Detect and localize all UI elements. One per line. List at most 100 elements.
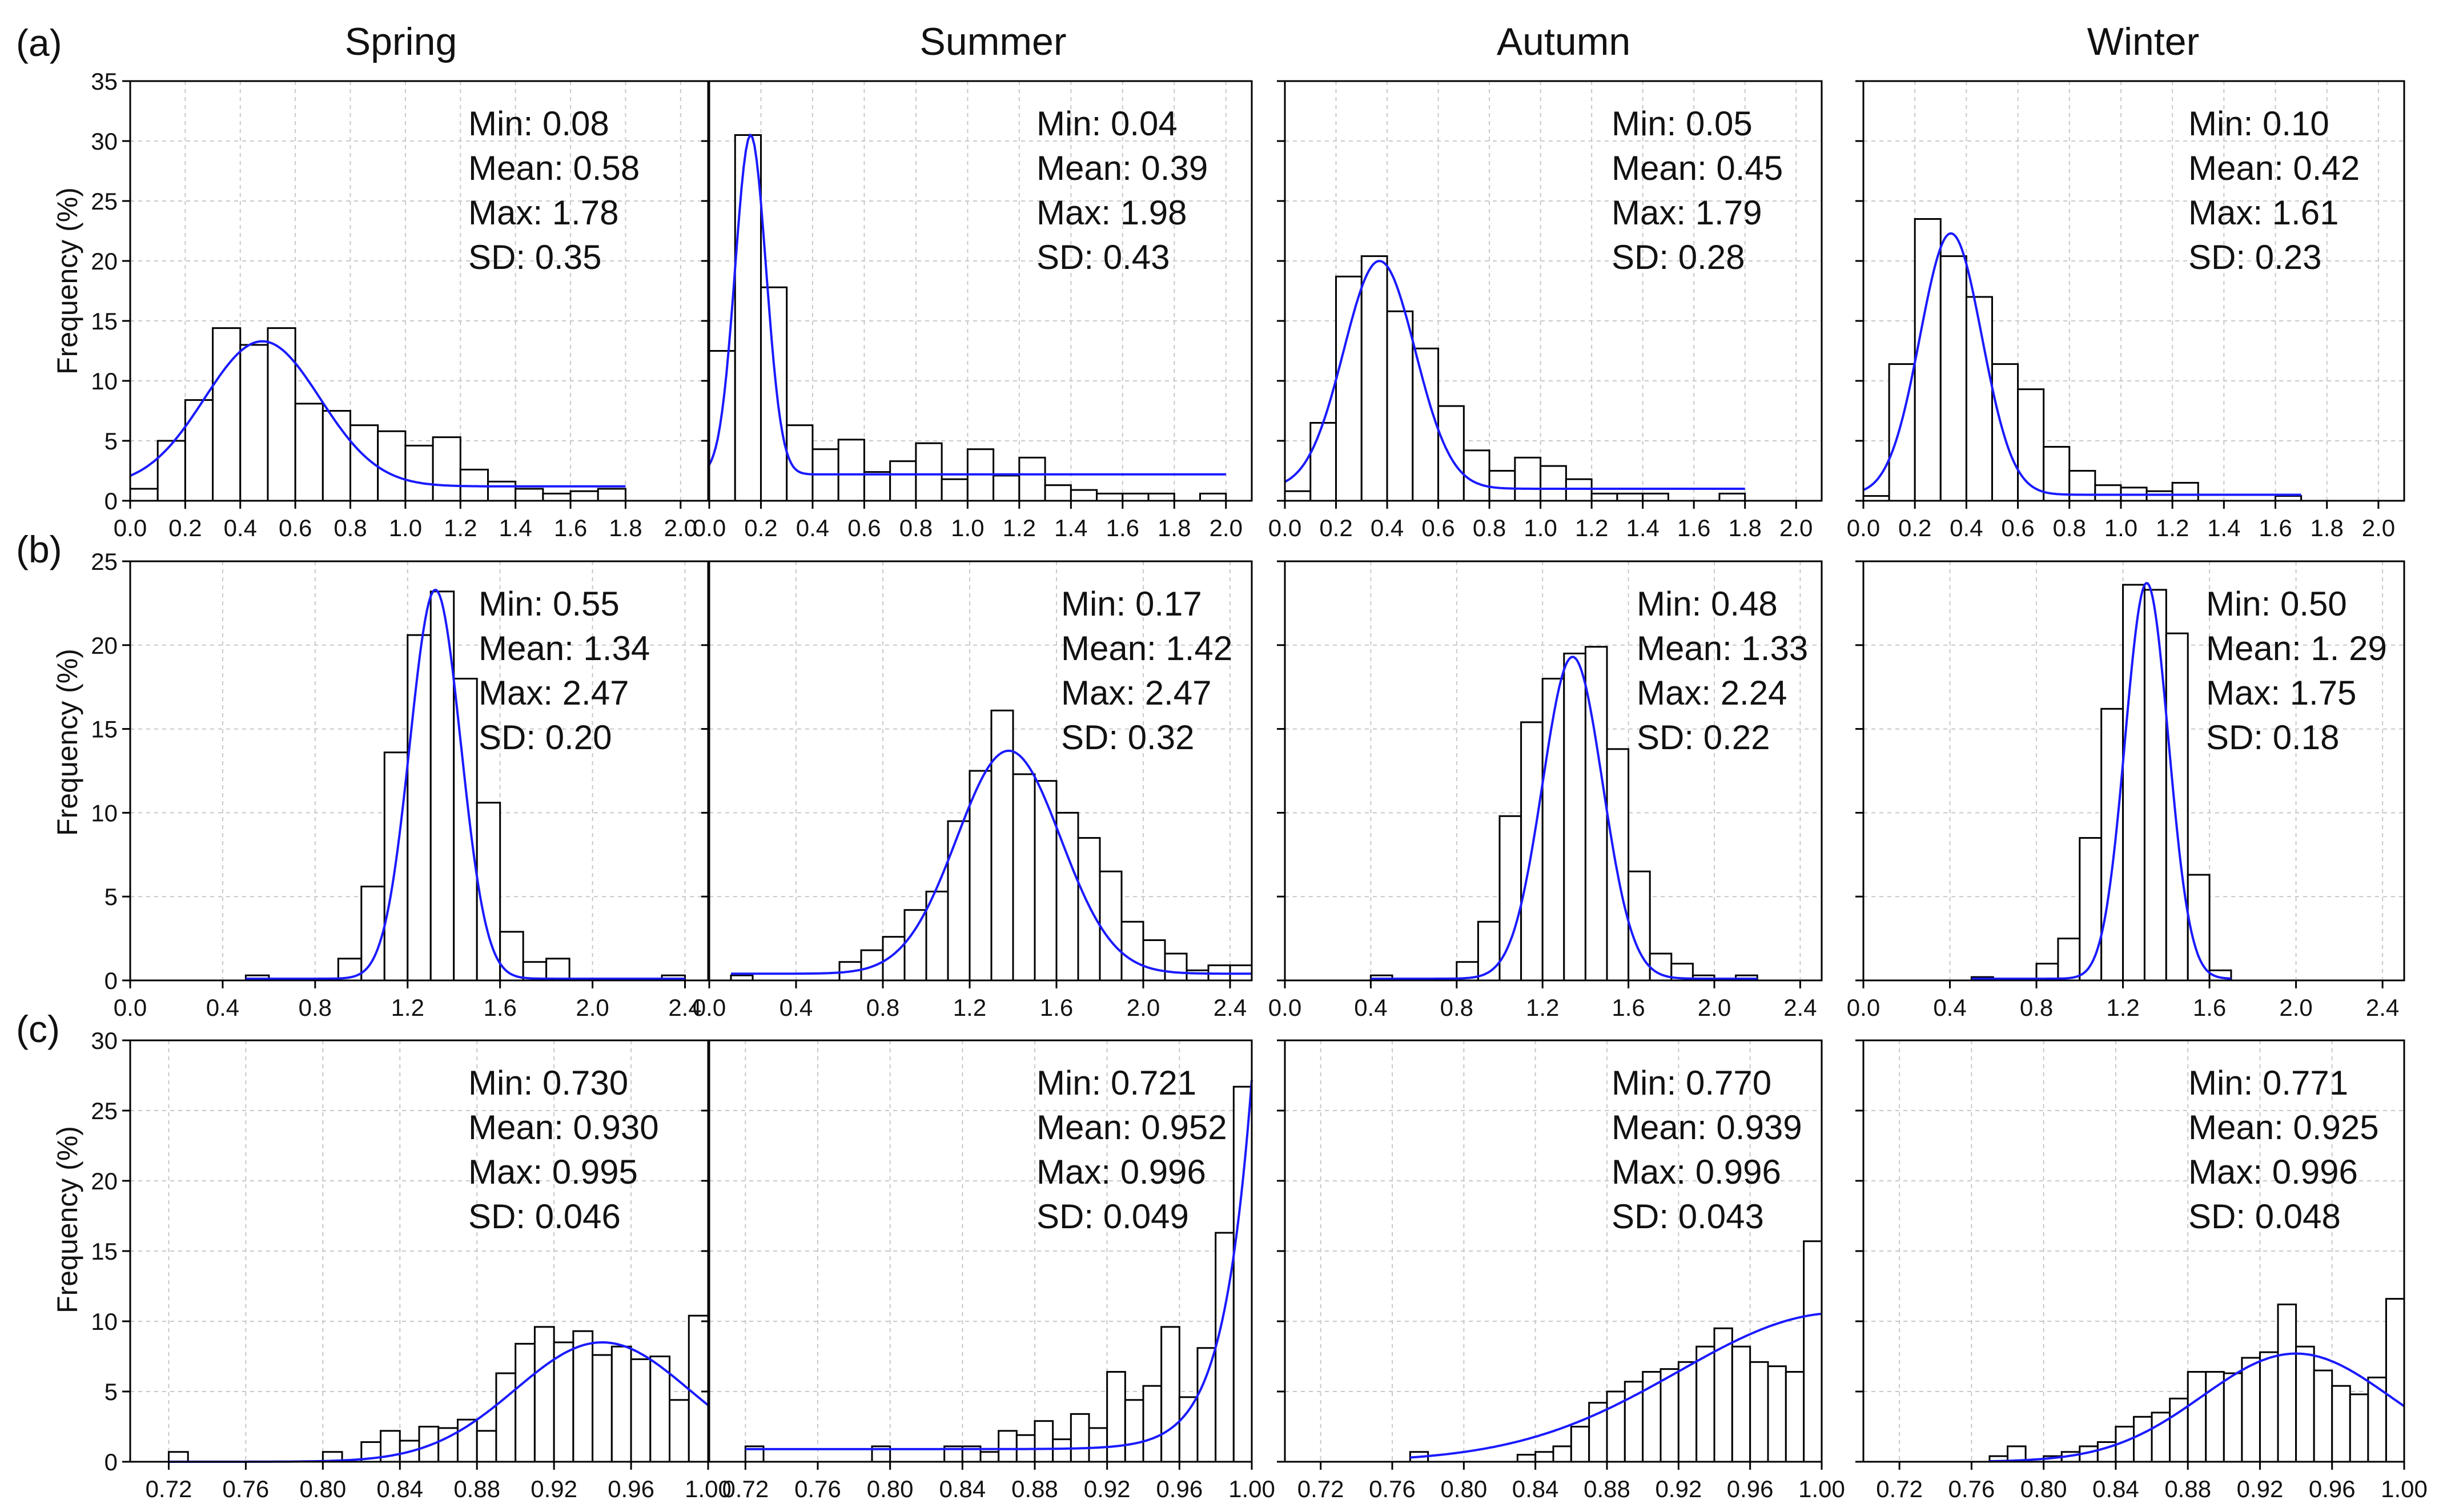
histogram-bar: [969, 770, 993, 982]
stats-text: SD: 0.43: [1036, 238, 1170, 276]
histogram-bar: [1077, 837, 1101, 982]
histogram-bar: [597, 488, 626, 502]
stats-text: Max: 0.996: [2188, 1153, 2358, 1191]
histogram-bar: [1590, 492, 1618, 502]
x-tick-label: 0.8: [1440, 994, 1473, 1021]
stats-text: Mean: 0.930: [468, 1108, 659, 1147]
stats-text: Min: 0.770: [1612, 1064, 1771, 1102]
histogram-bar: [1044, 484, 1072, 502]
x-tick-label: 1.0: [389, 514, 422, 541]
stats-text: Min: 0.48: [1637, 585, 1778, 623]
histogram-bar: [1088, 1427, 1108, 1463]
x-tick-label: 0.92: [531, 1475, 577, 1502]
histogram-bar: [863, 471, 891, 502]
histogram-bar: [2079, 837, 2103, 982]
histogram-bar: [1616, 492, 1644, 502]
x-tick-label: 1.00: [1228, 1475, 1275, 1502]
x-tick-label: 1.8: [1729, 514, 1762, 541]
x-tick-label: 0.92: [1655, 1475, 1702, 1502]
x-tick-label: 1.8: [1158, 514, 1191, 541]
x-tick-label: 2.0: [1698, 994, 1731, 1021]
x-tick-label: 0.72: [146, 1475, 192, 1502]
histogram-bar: [377, 430, 407, 502]
histogram-bar: [592, 1354, 613, 1463]
histogram-bar: [2133, 1416, 2153, 1463]
x-tick-label: 2.0: [1779, 514, 1813, 541]
x-tick-label: 1.6: [1106, 514, 1139, 541]
y-axis-title-row-a: Frequency (%): [51, 187, 83, 375]
stats-text: SD: 0.22: [1637, 718, 1770, 757]
histogram-bar: [734, 134, 762, 502]
histogram-bar: [1563, 652, 1586, 982]
x-tick-label: 0.96: [1727, 1475, 1774, 1502]
axes-frame: [129, 80, 709, 502]
y-tick-label: 20: [91, 632, 118, 659]
axes-frame: [129, 560, 709, 982]
histogram-bar: [2094, 484, 2122, 502]
x-tick-label: 0.72: [1297, 1475, 1344, 1502]
x-tick-label: 0.8: [1473, 514, 1506, 541]
x-tick-label: 1.2: [953, 994, 986, 1021]
x-tick-label: 1.00: [685, 1475, 732, 1502]
row-label-b: (b): [16, 528, 62, 570]
histogram-bar: [1122, 492, 1150, 502]
x-tick-label: 2.4: [1783, 994, 1817, 1021]
histogram-bar: [889, 460, 917, 502]
histogram-bar: [2313, 1369, 2333, 1463]
stats-text: SD: 0.20: [479, 718, 612, 757]
histogram-bar: [1160, 1326, 1180, 1463]
histogram-bar: [947, 820, 971, 982]
x-tick-label: 0.4: [796, 514, 829, 541]
stats-text: Max: 1.98: [1036, 194, 1187, 232]
histogram-bar: [1070, 489, 1098, 502]
stats-text: Mean: 1.33: [1637, 629, 1808, 667]
x-tick-label: 0.92: [2237, 1475, 2284, 1502]
histogram-bar: [837, 439, 865, 502]
x-tick-label: 1.6: [1040, 994, 1073, 1021]
x-tick-label: 0.2: [744, 514, 777, 541]
histogram-bar: [1749, 1361, 1769, 1463]
panel-c-summer: 0.72 0.76 0.80 0.84 0.88 0.92 0.96 1.00 Min: 0.7…: [701, 1039, 1275, 1502]
x-tick-label: 2.4: [1214, 994, 1247, 1021]
histogram-bar: [1588, 1402, 1608, 1463]
x-tick-label: 1.4: [499, 514, 532, 541]
x-tick-label: 0.8: [899, 514, 933, 541]
histogram-bar: [993, 474, 1020, 502]
y-axis-title-row-b: Frequency (%): [51, 649, 83, 836]
histogram-bar: [1939, 255, 1967, 502]
histogram-bar: [1232, 1085, 1253, 1463]
histogram-bar: [2187, 1371, 2207, 1463]
stats-text: SD: 0.23: [2188, 238, 2321, 276]
x-tick-label: 1.2: [2156, 514, 2189, 541]
x-tick-label: 0.4: [206, 994, 239, 1021]
x-tick-label: 1.2: [391, 994, 424, 1021]
histogram-bar: [2145, 490, 2173, 502]
y-tick-label: 0: [105, 488, 118, 514]
histogram-panels: 0.0 0.2 0.4 0.6 0.8 1.0 1.2 1.4 1.6 1.8 2.0 0 5 10 15 2…: [91, 68, 2428, 1502]
histogram-bar: [545, 958, 570, 982]
x-tick-label: 0.72: [722, 1475, 769, 1502]
stats-text: Mean: 0.952: [1036, 1108, 1227, 1147]
x-tick-label: 0.2: [1319, 514, 1352, 541]
histogram-bar: [267, 327, 296, 502]
x-tick-label: 0.0: [114, 514, 147, 541]
histogram-bar: [515, 1342, 536, 1463]
panel-a-spring: 0.0 0.2 0.4 0.6 0.8 1.0 1.2 1.4 1.6 1.8 2.0 0 5 10 15 2…: [91, 68, 709, 541]
x-tick-label: 1.8: [609, 514, 642, 541]
histogram-bar: [1142, 1385, 1163, 1463]
x-tick-label: 1.0: [1524, 514, 1557, 541]
histogram-bar: [360, 886, 385, 982]
histogram-bar: [1803, 1240, 1823, 1463]
x-tick-label: 0.6: [847, 514, 881, 541]
histogram-bar: [1767, 1365, 1787, 1463]
y-tick-label: 25: [91, 548, 118, 575]
histogram-bar: [1178, 1396, 1199, 1463]
histogram-bar: [1199, 492, 1227, 502]
x-tick-label: 0.4: [1950, 514, 1983, 541]
y-tick-label: 20: [91, 1168, 118, 1195]
x-tick-label: 0.4: [1371, 514, 1404, 541]
stats-text: Min: 0.04: [1036, 104, 1178, 143]
histogram-bar: [1096, 492, 1124, 502]
x-tick-label: 1.2: [444, 514, 477, 541]
